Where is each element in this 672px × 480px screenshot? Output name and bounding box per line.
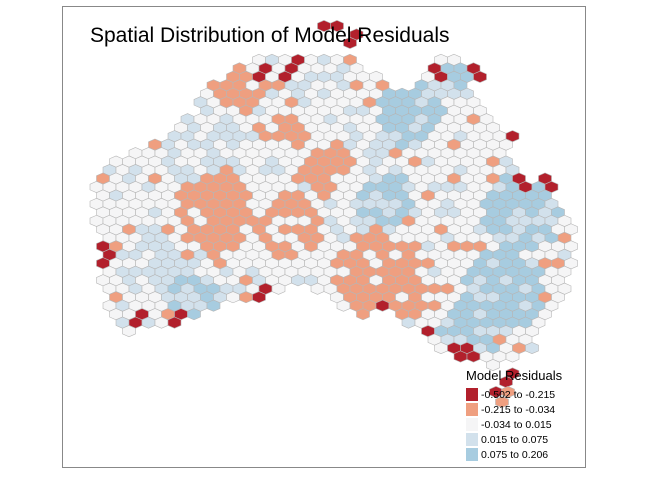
region-hex [167, 316, 182, 329]
region-hex [226, 291, 240, 304]
region-hex [252, 291, 266, 304]
region-hex [206, 299, 221, 312]
region-hex [473, 70, 487, 83]
region-hex [486, 359, 500, 371]
region-hex [495, 396, 509, 408]
region-hex [501, 386, 515, 398]
legend-label: -0.502 to -0.215 [481, 388, 556, 401]
map-title: Spatial Distribution of Model Residuals [90, 24, 450, 47]
region-hex [356, 308, 370, 321]
legend-label: -0.215 to -0.034 [481, 403, 556, 416]
legend-title: Model Residuals [466, 368, 563, 383]
legend-item: 0.015 to 0.075 [466, 432, 562, 447]
region-hex [434, 342, 448, 355]
legend-swatch [466, 433, 478, 446]
legend-label: 0.015 to 0.075 [481, 433, 549, 446]
region-hex [239, 291, 253, 304]
region-hex [310, 282, 325, 295]
legend-swatch [466, 418, 478, 431]
region-hex [291, 274, 305, 287]
region-hex [122, 325, 136, 338]
region-hex [271, 282, 286, 295]
legend-swatch [466, 448, 478, 461]
legend-swatch [466, 388, 478, 401]
legend-label: 0.075 to 0.206 [481, 448, 549, 461]
region-hex [154, 316, 169, 329]
region-hex [336, 299, 351, 312]
region-hex [141, 316, 156, 329]
legend-item: 0.075 to 0.206 [466, 447, 562, 462]
region-hex [343, 36, 357, 49]
legend-label: -0.034 to 0.015 [481, 418, 552, 431]
region-hex [330, 20, 344, 32]
legend-swatch [466, 403, 478, 416]
region-hex [453, 350, 468, 363]
region-hex [187, 308, 201, 321]
legend-item: -0.034 to 0.015 [466, 417, 562, 432]
legend: Model Residuals -0.502 to -0.215 -0.215 … [466, 368, 562, 462]
region-hex [375, 299, 390, 312]
region-hex [401, 316, 416, 329]
legend-item: -0.215 to -0.034 [466, 402, 562, 417]
region-hex [505, 350, 520, 363]
legend-item: -0.502 to -0.215 [466, 387, 562, 402]
region-hex [466, 350, 481, 363]
region-hex [525, 342, 539, 355]
